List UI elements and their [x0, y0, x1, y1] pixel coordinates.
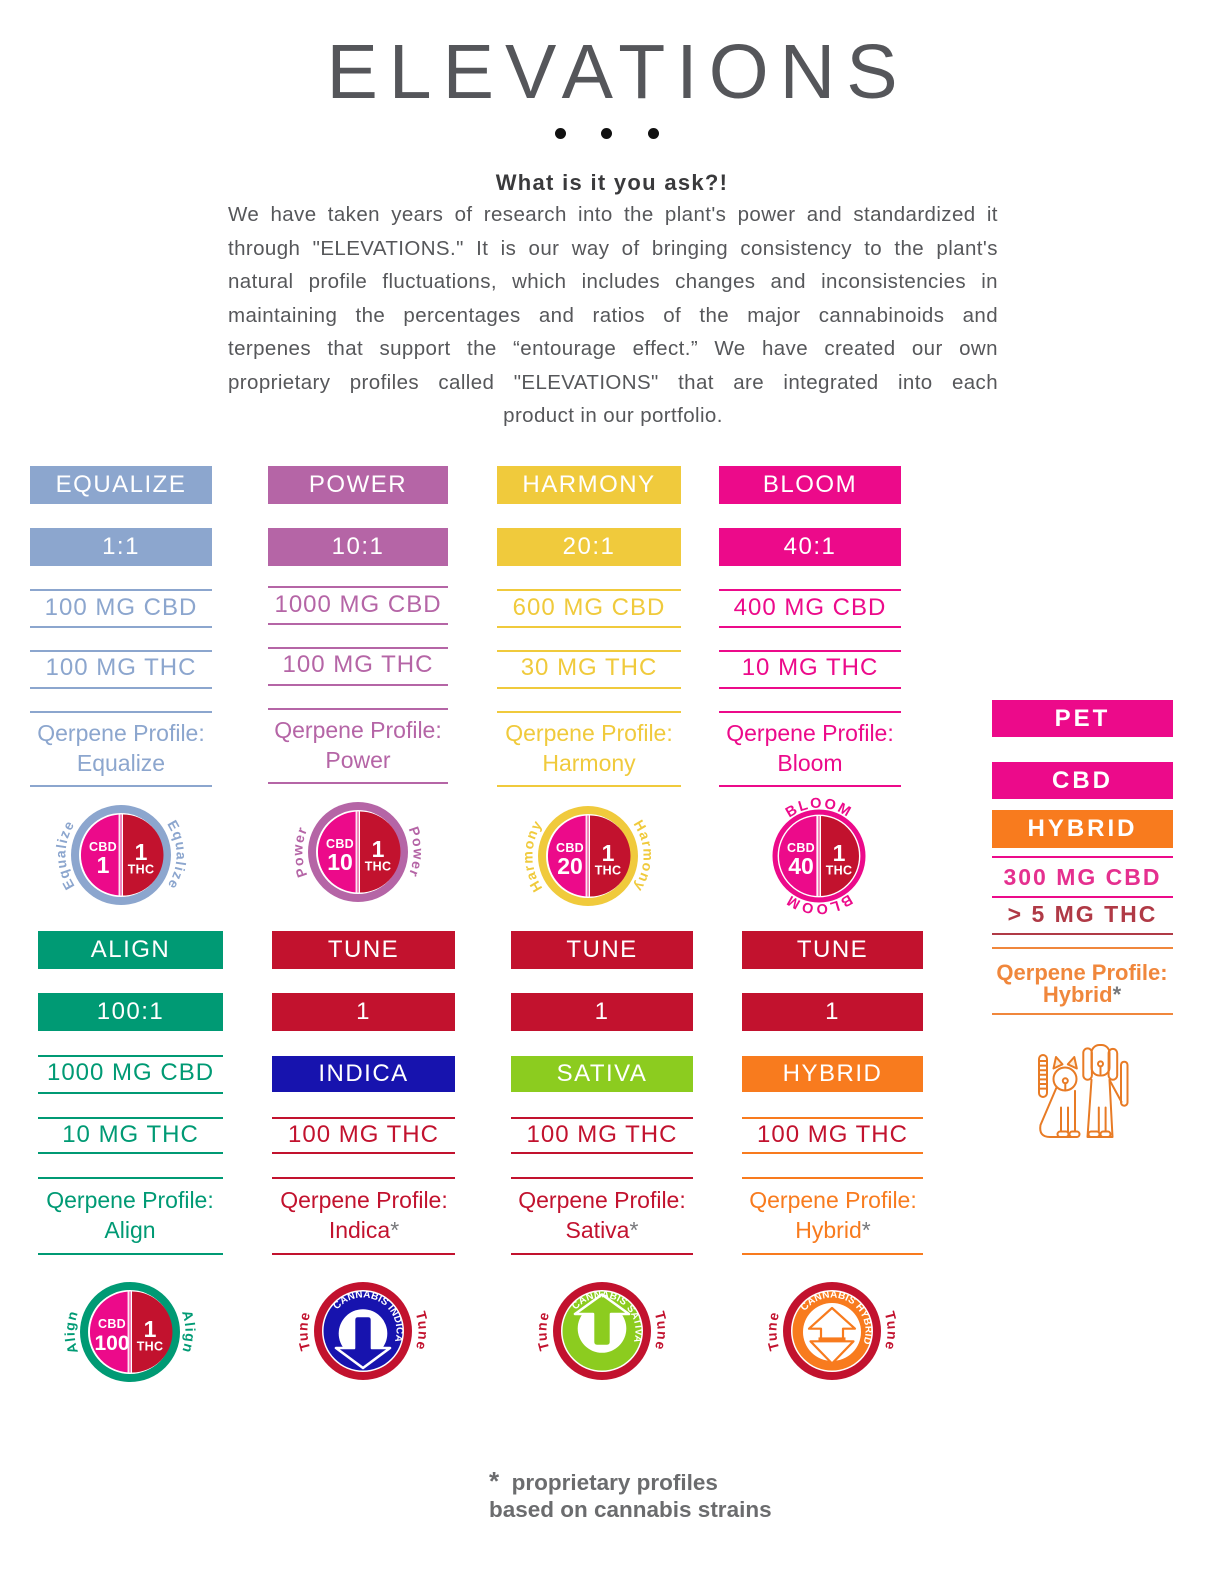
svg-text:1: 1	[144, 1316, 157, 1342]
svg-text:1: 1	[135, 839, 148, 865]
svg-text:Equalize: Equalize	[164, 817, 189, 893]
svg-text:Tune: Tune	[882, 1309, 901, 1352]
svg-text:1: 1	[833, 840, 846, 866]
svg-text:THC: THC	[137, 1340, 164, 1354]
svg-text:Tune: Tune	[294, 1309, 313, 1352]
svg-text:1: 1	[97, 852, 110, 878]
svg-text:Align: Align	[179, 1308, 199, 1355]
svg-text:1: 1	[372, 836, 385, 862]
svg-text:Tune: Tune	[652, 1309, 671, 1352]
svg-text:Tune: Tune	[763, 1309, 782, 1352]
svg-text:THC: THC	[365, 860, 392, 874]
svg-text:Align: Align	[61, 1308, 81, 1355]
svg-text:CBD: CBD	[326, 837, 354, 851]
svg-text:CBD: CBD	[556, 841, 584, 855]
svg-text:THC: THC	[595, 864, 622, 878]
svg-text:Power: Power	[406, 824, 427, 880]
svg-text:Power: Power	[289, 824, 310, 880]
svg-text:Tune: Tune	[413, 1309, 432, 1352]
svg-text:THC: THC	[128, 863, 155, 877]
svg-text:CBD: CBD	[787, 841, 815, 855]
svg-text:1: 1	[602, 840, 615, 866]
svg-text:CBD: CBD	[89, 840, 117, 854]
svg-text:100: 100	[94, 1332, 129, 1355]
svg-text:CBD: CBD	[98, 1317, 126, 1331]
svg-text:10: 10	[327, 849, 353, 875]
svg-text:20: 20	[557, 853, 583, 879]
svg-text:Tune: Tune	[533, 1309, 552, 1352]
svg-text:40: 40	[788, 853, 814, 879]
svg-text:THC: THC	[826, 864, 853, 878]
